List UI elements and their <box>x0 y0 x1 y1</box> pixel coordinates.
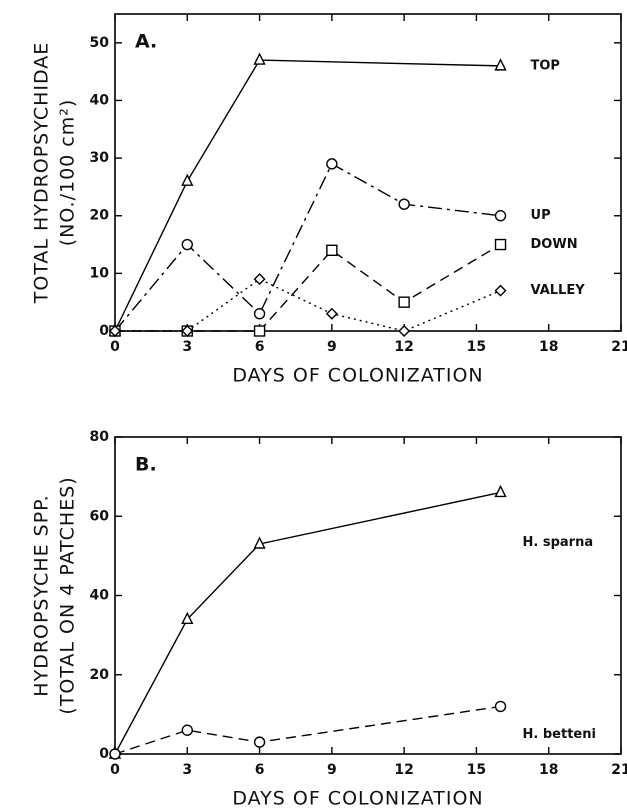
y-tick-label: 10 <box>90 265 110 281</box>
y-axis-label: (TOTAL ON 4 PATCHES) <box>57 476 79 714</box>
marker <box>494 284 507 297</box>
marker <box>253 736 266 748</box>
x-tick-label: 21 <box>611 762 627 778</box>
series-line <box>115 243 501 332</box>
series-line <box>114 59 501 332</box>
x-tick-label: 0 <box>110 762 120 778</box>
marker <box>325 307 338 320</box>
y-tick-label: 60 <box>90 508 110 524</box>
marker <box>398 325 411 337</box>
x-tick-label: 9 <box>327 339 337 355</box>
marker <box>181 611 194 624</box>
x-axis-label: DAYS OF COLONIZATION <box>232 788 483 809</box>
marker <box>494 484 507 498</box>
y-tick-label: 0 <box>99 323 109 339</box>
marker <box>494 58 507 71</box>
marker <box>398 198 410 210</box>
marker <box>253 536 266 549</box>
marker <box>253 308 266 320</box>
marker <box>181 325 194 337</box>
marker <box>494 210 507 222</box>
marker <box>181 724 193 736</box>
marker <box>326 158 338 170</box>
panel-label: A. <box>135 31 157 53</box>
panel-label: B. <box>135 454 157 476</box>
y-axis-label: HYDROPSYCHE SPP. <box>31 494 53 696</box>
y-tick-label: 80 <box>90 429 110 445</box>
series-label: VALLEY <box>531 283 586 298</box>
y-tick-label: 50 <box>90 35 110 51</box>
y-axis-label: (NO./100 cm²) <box>57 99 79 247</box>
x-tick-label: 6 <box>255 339 265 355</box>
x-tick-label: 6 <box>255 762 265 778</box>
x-tick-label: 12 <box>394 339 413 355</box>
y-axis-label: TOTAL HYDROPSYCHIDAE <box>31 42 53 305</box>
marker <box>326 244 338 257</box>
y-tick-label: 0 <box>99 746 109 762</box>
y-tick-label: 20 <box>90 667 110 683</box>
marker <box>109 325 121 337</box>
series-label: DOWN <box>531 237 578 252</box>
x-tick-label: 21 <box>611 339 627 355</box>
marker <box>253 273 266 286</box>
plot-frame <box>114 13 622 332</box>
x-tick-label: 15 <box>467 339 486 355</box>
x-tick-label: 12 <box>394 762 413 778</box>
x-tick-label: 3 <box>182 762 192 778</box>
x-tick-label: 0 <box>110 339 120 355</box>
series-line <box>114 491 501 755</box>
marker <box>109 748 121 760</box>
x-axis-label: DAYS OF COLONIZATION <box>232 365 483 387</box>
series-line <box>114 162 501 332</box>
marker <box>253 52 266 65</box>
marker <box>494 700 507 713</box>
x-tick-label: 18 <box>539 339 558 355</box>
y-tick-label: 40 <box>90 588 110 604</box>
y-tick-label: 40 <box>90 92 110 108</box>
series-line <box>115 278 501 332</box>
marker <box>181 238 193 251</box>
series-label: H. betteni <box>523 727 596 742</box>
marker <box>181 173 194 186</box>
marker <box>253 325 266 337</box>
marker <box>494 238 507 251</box>
x-tick-label: 9 <box>327 762 337 778</box>
series-label: TOP <box>531 58 560 73</box>
y-tick-label: 30 <box>90 150 110 166</box>
x-tick-label: 3 <box>182 339 192 355</box>
series-label: H. sparna <box>523 535 594 550</box>
series-line <box>114 705 501 755</box>
x-tick-label: 18 <box>539 762 558 778</box>
plot-frame <box>114 436 622 755</box>
series-label: UP <box>531 208 551 223</box>
marker <box>398 296 410 308</box>
y-tick-label: 20 <box>90 208 110 224</box>
x-tick-label: 15 <box>467 762 486 778</box>
